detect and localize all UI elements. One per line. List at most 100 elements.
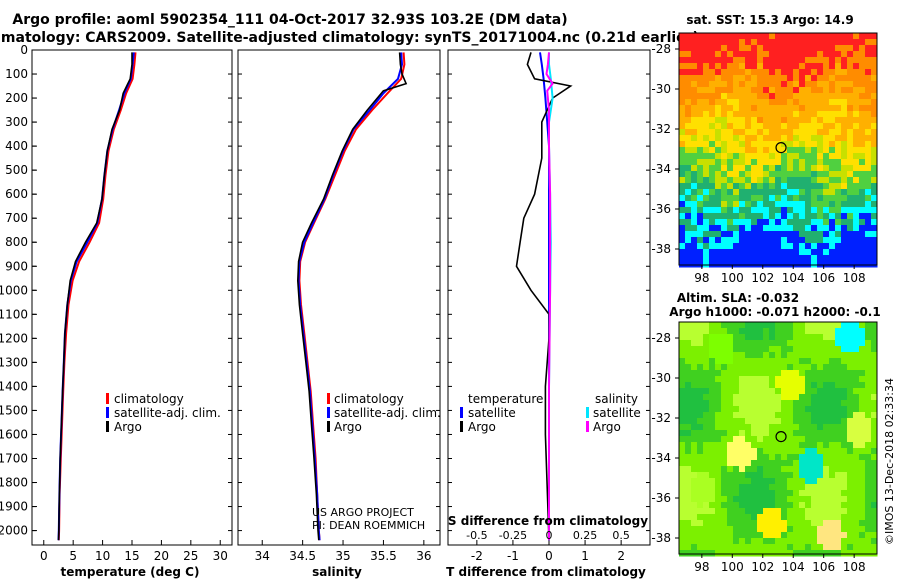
map-cell [817,207,824,214]
map-cell [793,219,800,226]
map-cell [697,165,704,172]
map-cell [859,358,866,365]
map-cell [841,57,848,64]
map-cell [751,105,758,112]
map-cell [799,183,806,190]
map-cell [805,508,812,515]
map-cell [775,520,782,527]
map-cell [703,81,710,88]
map-cell [685,231,692,238]
map-cell [703,45,710,52]
map-cell [793,346,800,353]
map-cell [745,412,752,419]
map-cell [679,448,686,455]
map-cell [781,346,788,353]
map-cell [769,123,776,130]
map-cell [817,87,824,94]
map-cell [745,117,752,124]
map-cell [823,454,830,461]
map-cell [733,406,740,413]
map-cell [775,51,782,58]
map-cell [691,81,698,88]
legend-swatch-satellite [106,407,109,418]
map-cell [679,93,686,100]
map-cell [775,424,782,431]
map-cell [709,213,716,220]
map-cell [811,81,818,88]
map-cell [727,454,734,461]
map-cell [835,147,842,154]
map-cell [835,111,842,118]
map-cell [823,430,830,437]
map-cell [745,496,752,503]
map-cell [823,496,830,503]
map-cell [685,195,692,202]
map-cell [835,219,842,226]
map-cell [691,219,698,226]
map-cell [781,207,788,214]
map-cell [715,39,722,46]
map-cell [745,436,752,443]
map-cell [871,346,878,353]
map-cell [811,135,818,142]
map-cell [739,538,746,545]
map-cell [763,93,770,100]
map-cell [679,213,686,220]
map-cell [847,388,854,395]
map-cell [781,165,788,172]
map-cell [751,520,758,527]
map-cell [727,376,734,383]
map-cell [721,129,728,136]
map-cell [727,135,734,142]
map-cell [715,165,722,172]
map-cell [721,135,728,142]
map-cell [811,370,818,377]
map-cell [709,430,716,437]
map-cell [763,255,770,262]
map-cell [751,207,758,214]
map-cell [871,460,878,467]
map-cell [691,376,698,383]
map-cell [739,255,746,262]
map-cell [859,334,866,341]
map-cell [829,159,836,166]
map-cell [727,237,734,244]
legend-label-climatology: climatology [334,392,404,406]
map-cell [871,550,878,557]
map-cell [709,117,716,124]
map-cell [847,340,854,347]
legend-label-satellite: satellite-adj. clim. [114,406,221,420]
map-cell [775,195,782,202]
map-cell [817,69,824,76]
map-cell [871,424,878,431]
map-cell [763,508,770,515]
map-cell [823,147,830,154]
map-cell [763,57,770,64]
map-cell [823,123,830,130]
map-cell [763,490,770,497]
map-cell [709,412,716,419]
map-cell [715,532,722,539]
map-cell [703,406,710,413]
map-cell [841,508,848,515]
map-cell [859,550,866,557]
map-cell [829,183,836,190]
map-cell [793,478,800,485]
map-cell [793,135,800,142]
map-cell [799,207,806,214]
map-cell [829,496,836,503]
map-cell [859,328,866,335]
map-cell [715,33,722,40]
map-cell [763,159,770,166]
map-cell [733,334,740,341]
map-cell [685,237,692,244]
map-cell [817,177,824,184]
map-cell [715,370,722,377]
map-cell [745,99,752,106]
map-cell [709,69,716,76]
map-cell [829,45,836,52]
map-cell [757,538,764,545]
map-cell [679,532,686,539]
map-cell [757,105,764,112]
map-cell [679,472,686,479]
